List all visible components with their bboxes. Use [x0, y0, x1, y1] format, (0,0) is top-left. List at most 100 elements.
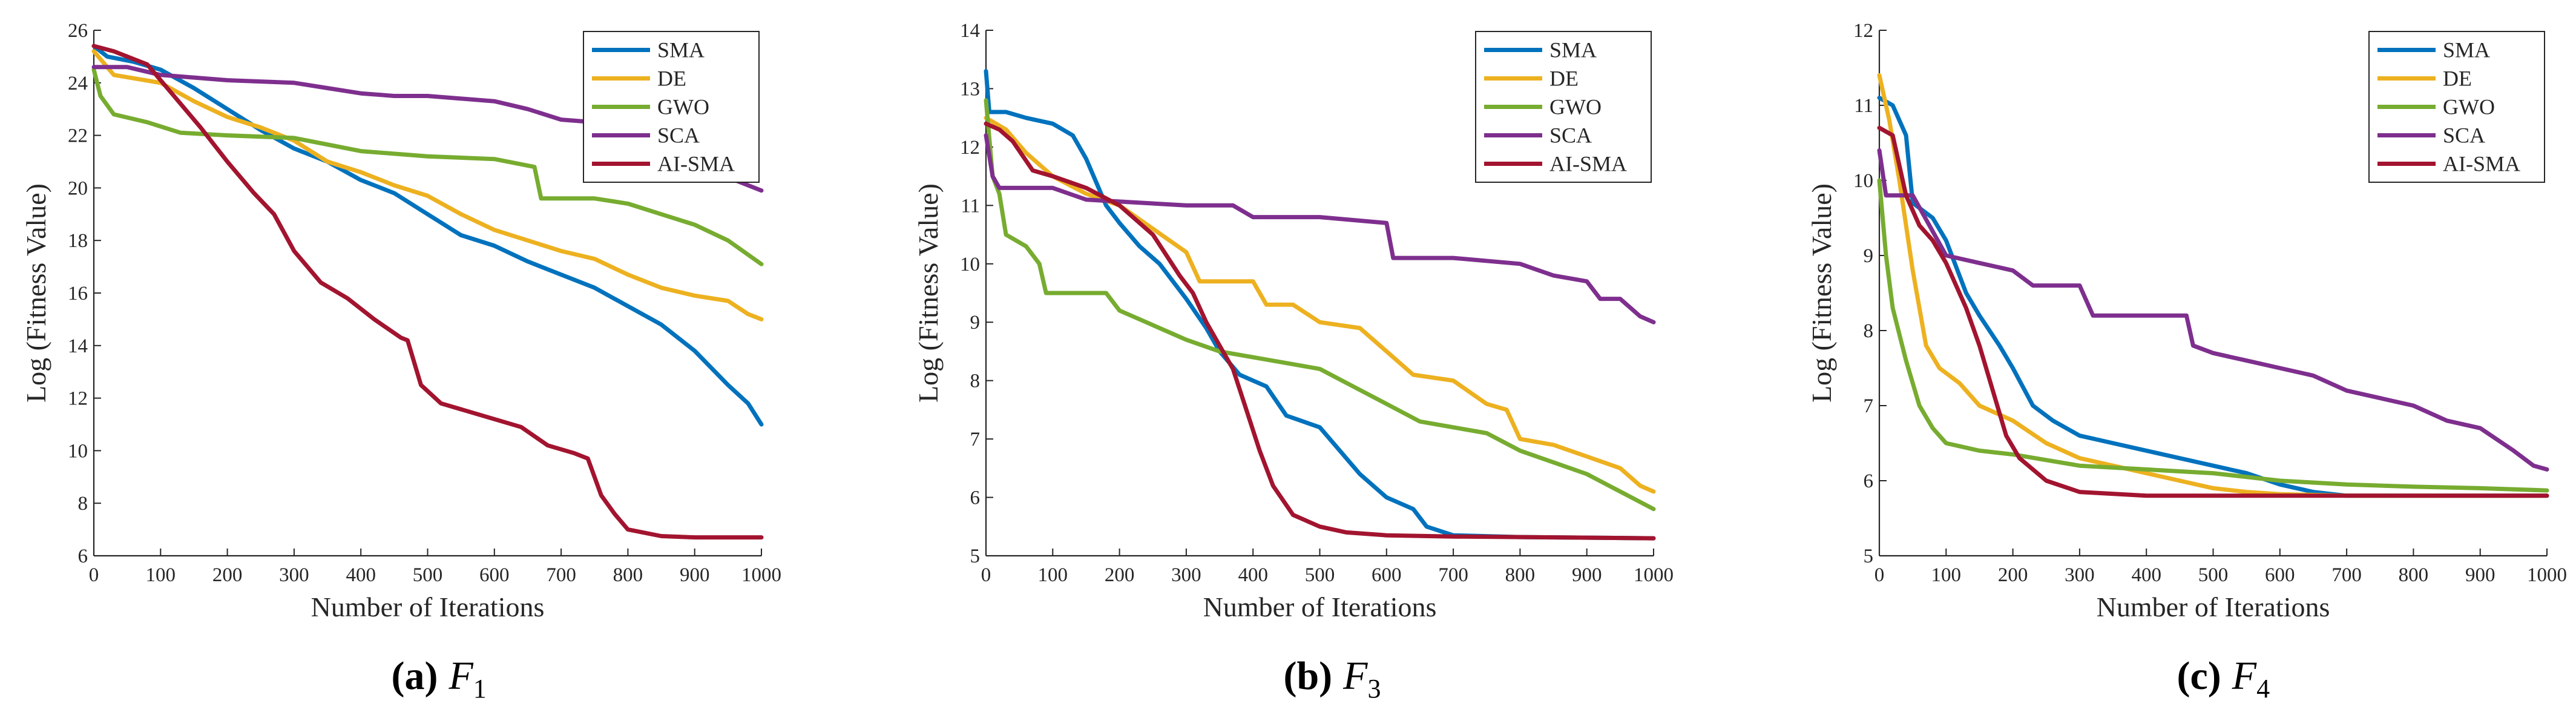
- y-tick-label: 20: [68, 177, 88, 199]
- series-line-gwo: [984, 98, 1656, 512]
- y-tick-label: 14: [960, 20, 980, 42]
- x-tick-label: 500: [413, 564, 443, 586]
- y-tick-label: 5: [1864, 545, 1874, 567]
- y-tick-label: 10: [1853, 170, 1873, 192]
- x-tick-label: 1000: [741, 564, 781, 586]
- y-tick-label: 9: [970, 312, 981, 334]
- caption-function: F: [1342, 654, 1368, 698]
- x-tick-label: 400: [1238, 564, 1268, 586]
- caption-letter: (b): [1284, 654, 1333, 698]
- caption-letter: (c): [2177, 654, 2221, 698]
- y-tick-label: 12: [68, 388, 88, 410]
- x-tick-label: 200: [212, 564, 243, 586]
- series-line-sma: [91, 44, 764, 427]
- x-axis-label: Number of Iterations: [1203, 591, 1437, 622]
- x-tick-label: 1000: [1634, 564, 1674, 586]
- y-tick-label: 7: [1864, 395, 1874, 417]
- series-line-sma: [984, 69, 1656, 541]
- legend-label-ai-sma: AI-SMA: [2443, 152, 2520, 176]
- x-tick-label: 100: [146, 564, 176, 586]
- legend-label-gwo: GWO: [2443, 95, 2495, 119]
- series-line-de: [91, 49, 764, 321]
- series-line-ai-sma: [984, 121, 1656, 541]
- y-axis-label: Log (Fitness Value): [913, 183, 944, 403]
- caption-letter: (a): [392, 654, 438, 698]
- x-tick-label: 0: [89, 564, 99, 586]
- series-line-de: [1877, 73, 2549, 498]
- y-tick-label: 6: [970, 487, 981, 509]
- x-tick-label: 100: [1931, 564, 1962, 586]
- panel-caption: (b) F3: [1284, 654, 1381, 703]
- x-tick-label: 500: [1305, 564, 1335, 586]
- x-tick-label: 600: [2265, 564, 2295, 586]
- x-tick-label: 300: [279, 564, 309, 586]
- legend-label-de: DE: [2443, 67, 2472, 91]
- x-tick-label: 100: [1038, 564, 1068, 586]
- y-tick-label: 14: [68, 335, 88, 357]
- x-tick-label: 700: [1438, 564, 1468, 586]
- y-tick-label: 16: [68, 283, 88, 305]
- legend-label-sca: SCA: [1549, 124, 1592, 148]
- chart-panel-3: 0 100 200 300 400 500 600 700 800 900 1000 5 6 7 8 9 10 1…: [1806, 20, 2567, 703]
- y-tick-label: 6: [78, 545, 88, 567]
- y-tick-label: 24: [68, 73, 88, 94]
- x-tick-label: 300: [1171, 564, 1201, 586]
- series-line-sca: [984, 133, 1656, 325]
- x-tick-label: 200: [1105, 564, 1135, 586]
- x-tick-label: 400: [346, 564, 376, 586]
- y-axis-label: Log (Fitness Value): [21, 183, 51, 403]
- legend: SMA DE GWO SCA AI-SMA: [2368, 31, 2545, 183]
- y-tick-label: 9: [1864, 245, 1874, 267]
- series-line-ai-sma: [91, 44, 764, 540]
- caption-function: F: [448, 654, 473, 698]
- y-tick-label: 8: [1864, 320, 1874, 342]
- y-tick-label: 26: [68, 20, 88, 42]
- y-tick-label: 18: [68, 230, 88, 252]
- legend-label-de: DE: [657, 67, 686, 91]
- x-tick-label: 800: [613, 564, 643, 586]
- x-tick-label: 900: [2465, 564, 2496, 586]
- series-line-gwo: [1877, 178, 2549, 493]
- y-tick-label: 11: [961, 195, 980, 217]
- x-axis-label: Number of Iterations: [311, 591, 545, 622]
- legend-label-sca: SCA: [2443, 124, 2485, 148]
- legend-label-gwo: GWO: [657, 95, 709, 119]
- x-tick-label: 1000: [2527, 564, 2567, 586]
- x-tick-label: 500: [2198, 564, 2229, 586]
- series-line-gwo: [91, 67, 764, 266]
- panel-caption: (c) F4: [2177, 654, 2270, 703]
- legend-label-sca: SCA: [657, 124, 700, 148]
- x-tick-label: 900: [680, 564, 710, 586]
- series-line-de: [984, 116, 1656, 494]
- y-tick-label: 11: [1854, 95, 1873, 117]
- caption-subscript: 4: [2256, 674, 2270, 703]
- legend-label-gwo: GWO: [1549, 95, 1602, 119]
- x-tick-label: 600: [479, 564, 510, 586]
- legend: SMA DE GWO SCA AI-SMA: [1475, 31, 1652, 183]
- x-tick-label: 900: [1572, 564, 1602, 586]
- y-tick-label: 8: [78, 493, 88, 515]
- x-tick-label: 200: [1998, 564, 2028, 586]
- x-tick-label: 300: [2065, 564, 2095, 586]
- y-tick-label: 12: [1853, 20, 1873, 42]
- chart-panel-1: 0 100 200 300 400 500 600 700 800 900 1000 6 8 10 12 14…: [21, 20, 781, 703]
- y-tick-label: 22: [68, 125, 88, 147]
- y-tick-label: 12: [960, 137, 980, 159]
- caption-function: F: [2232, 654, 2257, 698]
- x-tick-label: 700: [2331, 564, 2362, 586]
- x-tick-label: 600: [1372, 564, 1402, 586]
- x-tick-label: 0: [981, 564, 991, 586]
- x-tick-label: 400: [2131, 564, 2161, 586]
- y-tick-label: 6: [1864, 470, 1874, 492]
- chart-panel-2: 0 100 200 300 400 500 600 700 800 900 1000 5 6 7 8 9 10 1…: [913, 20, 1674, 703]
- legend-label-ai-sma: AI-SMA: [657, 152, 735, 176]
- x-tick-label: 0: [1874, 564, 1885, 586]
- y-axis-label: Log (Fitness Value): [1806, 183, 1837, 403]
- x-tick-label: 800: [1505, 564, 1536, 586]
- series-line-sma: [1877, 96, 2549, 498]
- legend-label-sma: SMA: [657, 38, 705, 62]
- y-tick-label: 10: [960, 254, 980, 275]
- legend-label-ai-sma: AI-SMA: [1549, 152, 1627, 176]
- y-tick-label: 13: [960, 78, 980, 100]
